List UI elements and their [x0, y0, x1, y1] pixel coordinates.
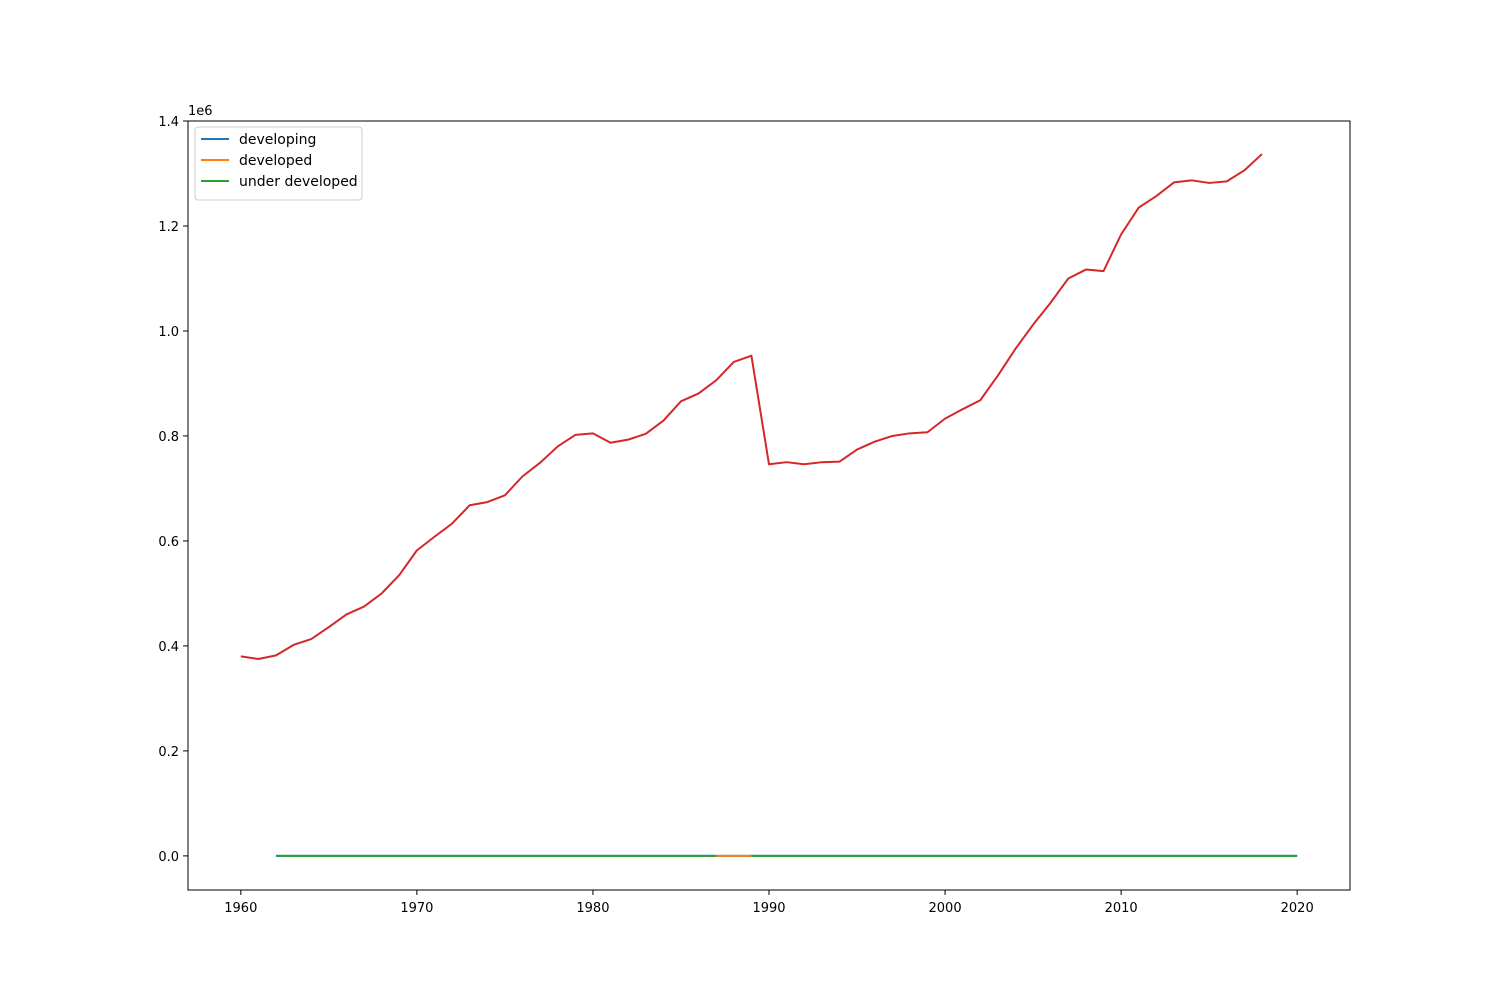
x-tick-label: 1960 — [224, 901, 257, 916]
y-axis-offset-label: 1e6 — [188, 104, 213, 119]
y-tick-label: 0.4 — [158, 640, 179, 655]
y-tick-label: 1.0 — [158, 325, 179, 340]
plot-frame — [187, 120, 1351, 891]
x-tick-label: 2020 — [1281, 901, 1314, 916]
y-tick-label: 0.8 — [158, 430, 179, 445]
x-tick-label: 1980 — [576, 901, 609, 916]
y-tick-label: 1.4 — [158, 115, 179, 130]
series-line-3-0 — [240, 153, 1263, 661]
y-tick-label: 0.2 — [158, 745, 179, 760]
x-tick-label: 1970 — [400, 901, 433, 916]
x-tick-label: 1990 — [752, 901, 785, 916]
y-axis: 0.0 0.2 0.4 0.6 0.8 1.0 1.2 1.4 — [158, 115, 188, 865]
y-tick-label: 0.0 — [158, 850, 179, 865]
legend-label: under developed — [239, 174, 358, 190]
y-tick-label: 1.2 — [158, 220, 179, 235]
plot-lines — [240, 153, 1298, 857]
legend: developing developed under developed — [194, 126, 363, 201]
legend-label: developing — [239, 132, 316, 148]
x-tick-label: 2000 — [929, 901, 962, 916]
x-axis: 1960 1970 1980 1990 2000 2010 2020 — [224, 890, 1314, 916]
legend-box — [194, 126, 363, 201]
y-tick-label: 0.6 — [158, 535, 179, 550]
legend-label: developed — [239, 153, 312, 169]
x-tick-label: 2010 — [1105, 901, 1138, 916]
